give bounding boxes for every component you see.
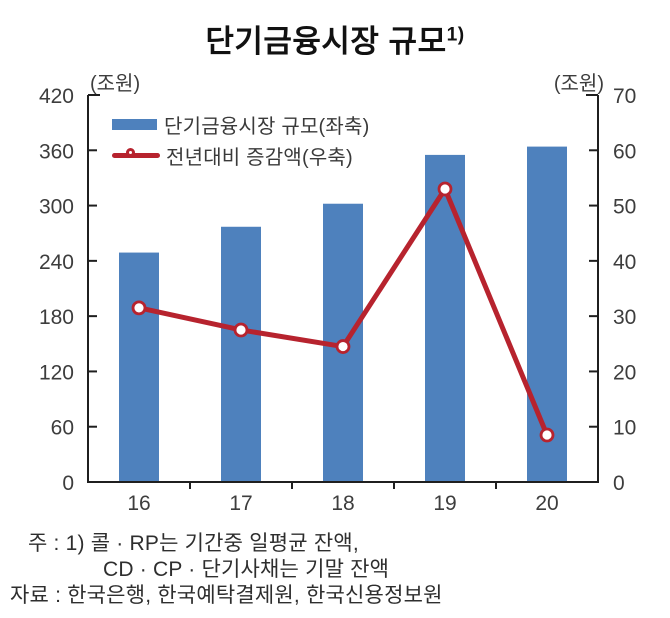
left-axis-tick-label: 240: [39, 251, 74, 274]
right-axis-tick-label: 0: [613, 472, 625, 495]
legend: 단기금융시장 규모(좌축) 전년대비 증감액(우축): [112, 109, 369, 171]
right-axis-tick-label: 70: [613, 85, 636, 108]
title-footnote-marker: 1): [446, 24, 465, 46]
legend-row-bar: 단기금융시장 규모(좌축): [112, 109, 369, 140]
bar-17: [221, 226, 261, 482]
left-axis-tick-label: 420: [39, 85, 74, 108]
right-axis-tick-label: 10: [613, 417, 636, 440]
source-line: 자료 : 한국은행, 한국예탁결제원, 한국신용정보원: [10, 584, 443, 607]
left-axis-tick-label: 60: [51, 417, 74, 440]
footnote-line-1: 주 : 1) 콜 · RP는 기간중 일평균 잔액,: [28, 532, 359, 555]
line-marker-19: [437, 181, 453, 197]
bar-20: [527, 146, 567, 482]
left-axis-tick-label: 180: [39, 306, 74, 329]
x-axis-label: 20: [535, 492, 558, 515]
right-axis-tick-label: 20: [613, 361, 636, 384]
legend-bar-label: 단기금융시장 규모(좌축): [164, 116, 370, 138]
left-axis-unit: (조원): [90, 73, 141, 95]
right-axis-tick-label: 60: [613, 140, 636, 163]
footnote-line-2: CD · CP · 단기사채는 기말 잔액: [103, 558, 390, 581]
right-axis-tick-label: 30: [613, 306, 636, 329]
legend-line-swatch: [112, 148, 160, 158]
line-marker-20: [539, 427, 555, 443]
bar-16: [119, 252, 159, 482]
x-axis-label: 19: [433, 492, 456, 515]
x-axis-label: 18: [331, 492, 354, 515]
line-marker-17: [233, 322, 249, 338]
right-axis-unit: (조원): [553, 73, 604, 95]
right-axis-tick-label: 40: [613, 251, 636, 274]
bar-19: [425, 154, 465, 482]
right-axis-tick-label: 50: [613, 196, 636, 219]
chart-title: 단기금융시장 규모1): [0, 16, 670, 61]
chart-title-text: 단기금융시장 규모: [205, 24, 447, 59]
left-axis-tick-label: 0: [62, 472, 74, 495]
left-axis-tick-label: 120: [39, 361, 74, 384]
legend-line-label: 전년대비 증감액(우축): [166, 147, 353, 169]
left-axis-tick-label: 360: [39, 140, 74, 163]
legend-line-marker-icon: [126, 148, 135, 157]
legend-row-line: 전년대비 증감액(우축): [112, 140, 369, 171]
line-marker-18: [335, 339, 351, 354]
left-axis-tick-label: 300: [39, 196, 74, 219]
legend-bar-swatch: [112, 119, 157, 130]
x-axis-label: 17: [229, 492, 252, 515]
x-axis-label: 16: [127, 492, 150, 515]
line-marker-16: [131, 300, 147, 316]
